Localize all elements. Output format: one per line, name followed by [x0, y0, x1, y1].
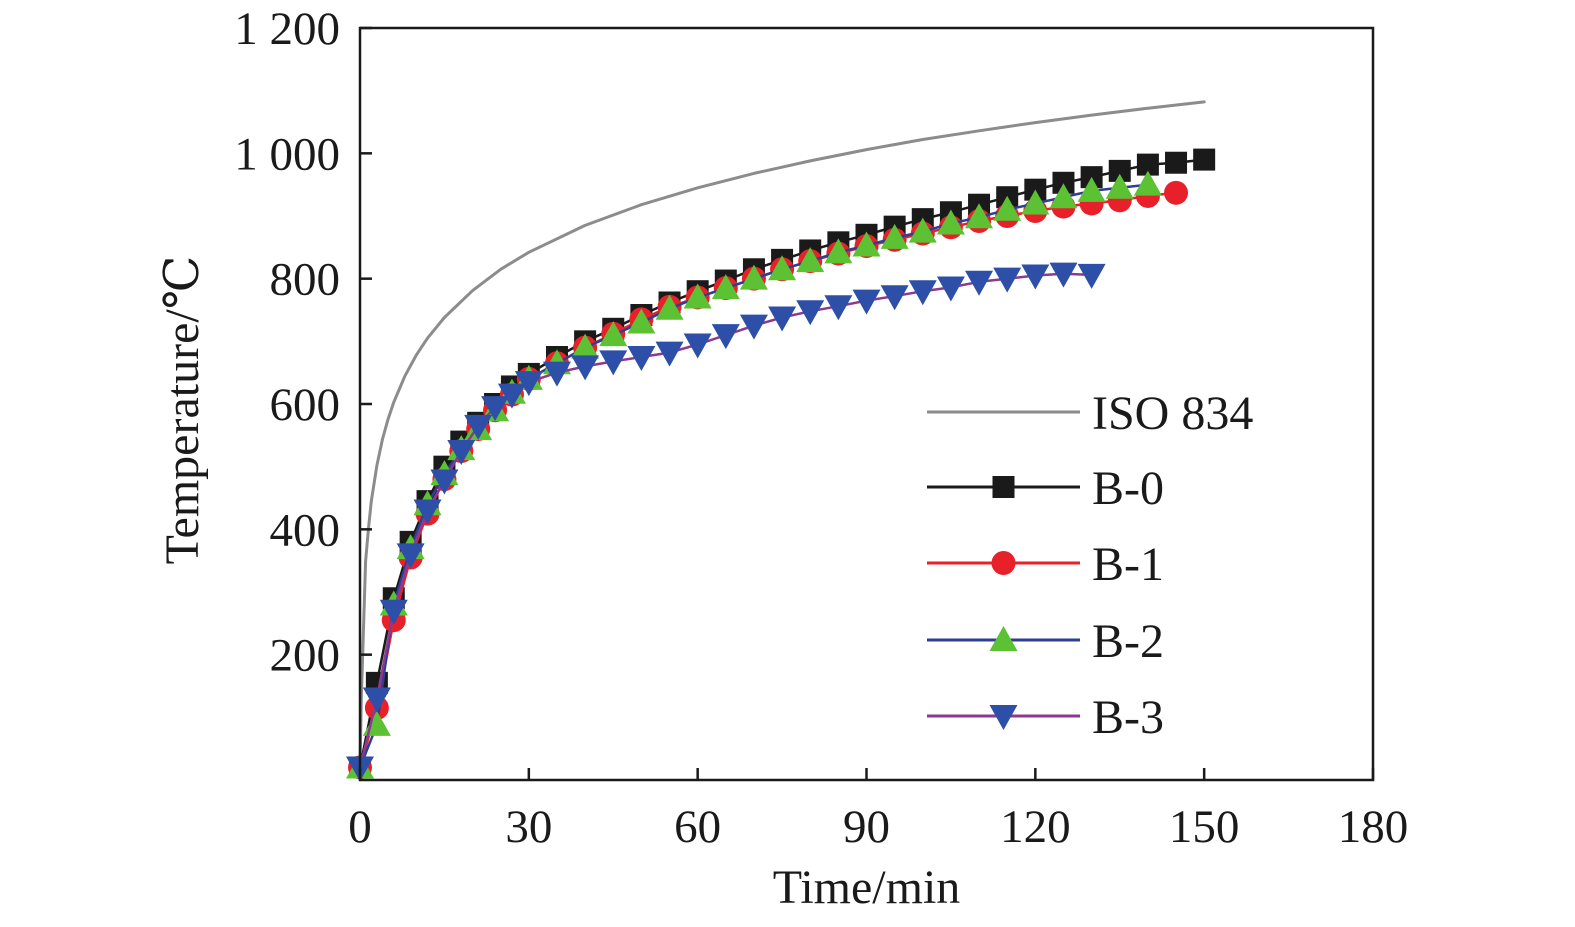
data-point: [1049, 183, 1078, 209]
data-point: [683, 283, 712, 309]
data-point: [993, 267, 1022, 293]
legend-item: B-1: [927, 538, 1164, 591]
x-tick-label: 180: [1338, 801, 1409, 853]
y-tick-label: 1 200: [234, 3, 340, 55]
data-point: [1133, 170, 1162, 196]
series-iso-834: [358, 100, 1206, 769]
data-point: [852, 289, 881, 315]
legend-label: B-1: [1092, 538, 1164, 591]
data-point: [683, 333, 712, 359]
data-point: [965, 270, 994, 296]
x-tick-label: 150: [1169, 801, 1240, 853]
legend-marker: [989, 705, 1018, 730]
data-point: [908, 280, 937, 306]
x-axis-title: Time/min: [773, 861, 961, 914]
legend-label: B-2: [1092, 615, 1164, 668]
data-point: [1164, 180, 1189, 205]
data-point: [711, 274, 740, 300]
data-point: [993, 195, 1022, 221]
x-tick-label: 30: [505, 801, 552, 853]
x-tick-label: 60: [674, 801, 721, 853]
data-point: [396, 543, 425, 569]
legend-marker: [989, 626, 1018, 651]
data-point: [852, 231, 881, 257]
legend-label: ISO 834: [1092, 387, 1253, 440]
data-point: [1021, 189, 1050, 215]
series-layer: [346, 100, 1216, 782]
data-point: [768, 255, 797, 281]
data-point: [936, 276, 965, 302]
legend-marker: [991, 551, 1016, 575]
legend-item: B-0: [927, 462, 1164, 515]
series-b-0: [349, 148, 1216, 779]
legend-item: B-3: [927, 691, 1164, 744]
data-point: [413, 499, 442, 525]
data-point: [824, 295, 853, 321]
legend-label: B-3: [1092, 691, 1164, 744]
data-point: [571, 355, 600, 381]
y-tick-label: 200: [270, 630, 341, 682]
data-point: [542, 361, 571, 387]
legend: ISO 834 B-0 B-1 B-2 B-3: [927, 387, 1253, 744]
data-point: [571, 333, 600, 359]
data-point: [739, 314, 768, 340]
data-point: [880, 223, 909, 249]
data-point: [481, 396, 510, 422]
data-point: [1105, 173, 1134, 199]
data-point: [880, 285, 909, 311]
data-point: [1077, 263, 1106, 289]
data-point: [1049, 262, 1078, 288]
series-b-3: [346, 262, 1106, 782]
data-point: [796, 300, 825, 326]
y-tick-label: 400: [270, 504, 341, 556]
data-point: [599, 321, 628, 347]
data-point: [768, 306, 797, 332]
y-tick-label: 1 000: [234, 128, 340, 180]
x-tick-label: 0: [348, 801, 372, 853]
data-point: [796, 247, 825, 273]
legend-marker: [992, 476, 1015, 498]
legend-item: B-2: [927, 615, 1164, 668]
series-line: [358, 100, 1206, 769]
data-point: [599, 350, 628, 376]
x-tick-label: 120: [1000, 801, 1071, 853]
y-tick-label: 800: [270, 254, 341, 306]
data-point: [447, 440, 476, 465]
data-point: [464, 414, 493, 440]
data-point: [711, 324, 740, 350]
legend-item: ISO 834: [927, 387, 1253, 440]
data-point: [1136, 153, 1159, 176]
y-axis-title: Temperature/℃: [156, 256, 209, 565]
data-point: [824, 238, 853, 264]
data-point: [497, 383, 526, 409]
data-point: [430, 469, 459, 495]
data-point: [362, 687, 391, 713]
data-point: [1165, 151, 1188, 174]
data-point: [655, 294, 684, 320]
data-point: [965, 203, 994, 229]
x-tick-label: 90: [843, 801, 890, 853]
legend-label: B-0: [1092, 462, 1164, 515]
data-point: [1021, 264, 1050, 290]
y-tick-label: 600: [270, 379, 341, 431]
axis-ticks: 0 30 60 90 120 150 180 200 400 600 800 1 000 1 200: [234, 3, 1408, 853]
data-point: [627, 308, 656, 334]
data-point: [379, 599, 408, 625]
series-line: [358, 191, 1178, 769]
data-point: [655, 341, 684, 367]
data-point: [936, 209, 965, 235]
data-point: [514, 371, 543, 397]
data-point: [1052, 171, 1075, 194]
data-point: [739, 264, 768, 290]
data-point: [1108, 159, 1131, 182]
data-point: [1193, 148, 1216, 171]
data-point: [1077, 176, 1106, 202]
data-point: [627, 346, 656, 371]
data-point: [908, 217, 937, 243]
